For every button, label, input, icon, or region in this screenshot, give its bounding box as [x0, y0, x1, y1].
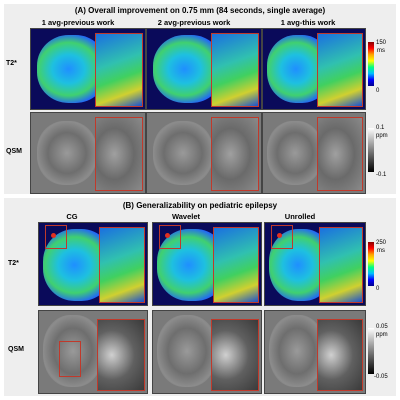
col-label-a3: 1 avg-this work	[280, 18, 336, 27]
t2-panel-b1	[38, 222, 148, 306]
col-label-b1: CG	[66, 212, 78, 221]
t2-cbar-a-unit: ms	[377, 48, 385, 54]
qsm-panel-b3	[264, 310, 366, 394]
qsm-cbar-b-unit: ppm	[376, 332, 388, 338]
qsm-panel-b1	[38, 310, 148, 394]
row-label-a-t2: T2*	[6, 60, 17, 67]
t2-cbar-b-unit: ms	[377, 248, 385, 254]
qsm-cbar-b-max: 0.05	[376, 324, 388, 330]
t2-cbar-b-max: 250	[376, 240, 387, 246]
qsm-cbar-b-min: -0.05	[374, 374, 388, 380]
row-label-b-qsm: QSM	[8, 346, 24, 353]
row-label-a-qsm: QSM	[6, 148, 22, 155]
qsm-cbar-a-min: -0.1	[376, 172, 387, 178]
row-label-b-t2: T2*	[8, 260, 19, 267]
col-label-a2: 2 avg-previous work	[157, 18, 231, 27]
t2-panel-a1	[30, 28, 146, 110]
qsm-colorbar-b	[368, 328, 374, 374]
qsm-colorbar-a	[368, 128, 374, 172]
col-label-b2: Wavelet	[171, 212, 201, 221]
t2-colorbar-b	[368, 242, 374, 286]
t2-cbar-b-min: 0	[376, 286, 380, 292]
section-a: (A) Overall improvement on 0.75 mm (84 s…	[4, 4, 396, 194]
qsm-cbar-a-unit: ppm	[376, 133, 388, 139]
section-a-title: (A) Overall improvement on 0.75 mm (84 s…	[74, 6, 326, 15]
qsm-panel-a1	[30, 112, 146, 194]
t2-panel-a3	[262, 28, 366, 110]
t2-cbar-a-max: 150	[376, 40, 387, 46]
qsm-panel-a3	[262, 112, 366, 194]
t2-panel-a2	[146, 28, 262, 110]
t2-panel-b3	[264, 222, 366, 306]
section-b: (B) Generalizability on pediatric epilep…	[4, 198, 396, 396]
col-label-b3: Unrolled	[284, 212, 316, 221]
col-label-a1: 1 avg-previous work	[41, 18, 115, 27]
section-b-title: (B) Generalizability on pediatric epilep…	[122, 201, 278, 210]
qsm-panel-b2	[152, 310, 262, 394]
qsm-panel-a2	[146, 112, 262, 194]
t2-cbar-a-min: 0	[376, 88, 380, 94]
t2-panel-b2	[152, 222, 262, 306]
t2-colorbar-a	[368, 42, 374, 86]
qsm-cbar-a-max: 0.1	[376, 125, 385, 131]
